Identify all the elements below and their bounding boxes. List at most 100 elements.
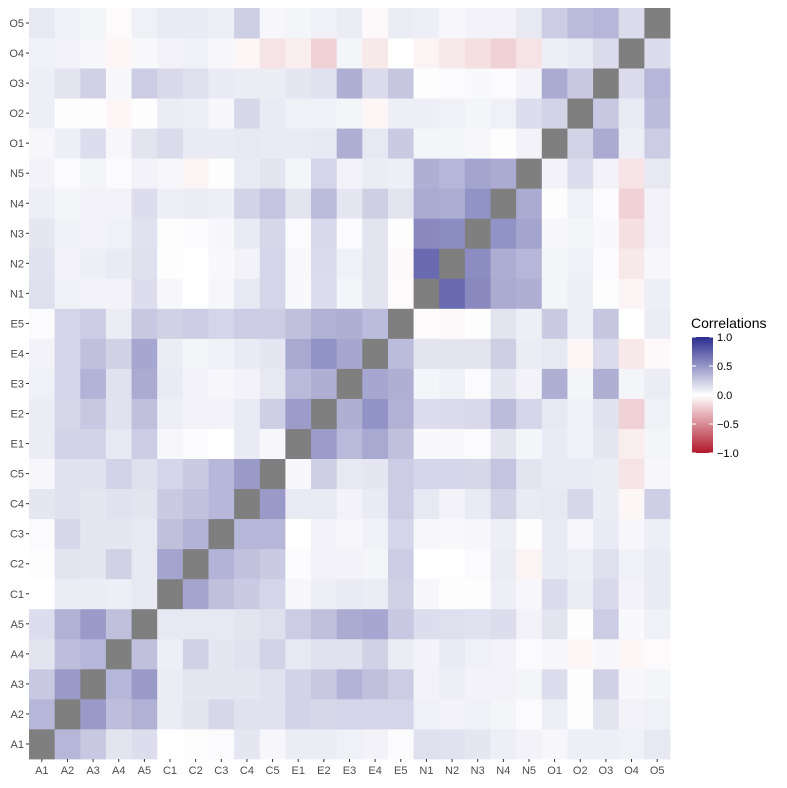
heatmap-cell-A3-C5 bbox=[259, 668, 286, 700]
heatmap-cell-E3-E5 bbox=[387, 368, 414, 399]
y-tick-label-O1: O1 bbox=[9, 138, 24, 150]
y-tick-label-E1: E1 bbox=[11, 439, 24, 451]
heatmap-cell-O5-E1 bbox=[285, 8, 312, 39]
heatmap-cell-N4-A1 bbox=[29, 188, 56, 219]
heatmap-cell-C4-C4 bbox=[234, 488, 261, 520]
heatmap-cell-A2-C5 bbox=[259, 698, 286, 730]
heatmap-cell-O2-N2 bbox=[439, 98, 466, 129]
heatmap-cell-O2-O3 bbox=[593, 98, 620, 129]
heatmap-cell-C5-O5 bbox=[644, 458, 671, 490]
heatmap-cell-E1-O5 bbox=[644, 428, 671, 459]
heatmap-cell-E5-C2 bbox=[182, 308, 209, 339]
heatmap-cell-N1-E2 bbox=[311, 278, 338, 309]
heatmap-cell-E4-A1 bbox=[29, 338, 56, 369]
heatmap-cell-E3-N2 bbox=[439, 368, 466, 399]
heatmap-cell-C1-N1 bbox=[413, 578, 440, 610]
heatmap-cell-N3-N4 bbox=[490, 218, 517, 249]
heatmap-cell-O5-A4 bbox=[105, 8, 132, 39]
heatmap-cell-C5-O1 bbox=[541, 458, 568, 490]
heatmap-cell-O5-A2 bbox=[54, 8, 81, 39]
heatmap-cell-O5-C1 bbox=[157, 8, 184, 39]
heatmap-cell-O2-C4 bbox=[234, 98, 261, 129]
heatmap-cell-C2-A2 bbox=[54, 548, 81, 580]
heatmap-cell-C1-E4 bbox=[362, 578, 389, 610]
heatmap-cell-A5-E4 bbox=[362, 608, 389, 640]
x-tick-label-A5: A5 bbox=[138, 765, 151, 777]
heatmap-cell-N4-C4 bbox=[234, 188, 261, 219]
heatmap-cell-A2-N2 bbox=[439, 698, 466, 730]
heatmap-cell-A4-E3 bbox=[336, 638, 363, 670]
heatmap-cell-O3-A5 bbox=[131, 68, 158, 99]
heatmap-cell-E1-E1 bbox=[285, 428, 312, 459]
heatmap-cell-N2-O5 bbox=[644, 248, 671, 279]
heatmap-cell-C3-E5 bbox=[387, 518, 414, 550]
heatmap-cell-E5-O1 bbox=[541, 308, 568, 339]
heatmap-cell-E4-O4 bbox=[618, 338, 645, 369]
heatmap-cell-O3-N4 bbox=[490, 68, 517, 99]
heatmap-cell-A2-N5 bbox=[516, 698, 543, 730]
heatmap-cell-A4-A5 bbox=[131, 638, 158, 670]
x-tick-label-E1: E1 bbox=[291, 765, 304, 777]
heatmap-cell-O2-A1 bbox=[29, 98, 56, 129]
heatmap-cell-E2-E1 bbox=[285, 398, 312, 429]
y-tick-label-C5: C5 bbox=[10, 469, 24, 481]
heatmap-cell-E2-O1 bbox=[541, 398, 568, 429]
heatmap-cell-C2-C2 bbox=[182, 548, 209, 580]
heatmap-cell-N4-A2 bbox=[54, 188, 81, 219]
x-tick-label-N5: N5 bbox=[522, 765, 536, 777]
heatmap-cell-N3-O3 bbox=[593, 218, 620, 249]
heatmap-cell-C2-N2 bbox=[439, 548, 466, 580]
legend-tick-label: −1.0 bbox=[717, 448, 739, 460]
heatmap-cell-A3-A4 bbox=[105, 668, 132, 700]
heatmap-cell-C3-O3 bbox=[593, 518, 620, 550]
heatmap-cell-E5-E4 bbox=[362, 308, 389, 339]
heatmap-cells bbox=[29, 8, 671, 760]
y-tick-label-A2: A2 bbox=[11, 709, 24, 721]
heatmap-cell-C4-C1 bbox=[157, 488, 184, 520]
heatmap-cell-O5-A1 bbox=[29, 8, 56, 39]
heatmap-cell-O5-O1 bbox=[541, 8, 568, 39]
heatmap-cell-E4-A5 bbox=[131, 338, 158, 369]
heatmap-cell-E3-C1 bbox=[157, 368, 184, 399]
heatmap-cell-N2-O4 bbox=[618, 248, 645, 279]
heatmap-cell-C2-C1 bbox=[157, 548, 184, 580]
heatmap-cell-C2-E5 bbox=[387, 548, 414, 580]
heatmap-cell-A4-N5 bbox=[516, 638, 543, 670]
heatmap-cell-C2-A5 bbox=[131, 548, 158, 580]
heatmap-cell-N4-A5 bbox=[131, 188, 158, 219]
legend-title: Correlations bbox=[691, 315, 766, 331]
heatmap-cell-C4-O2 bbox=[567, 488, 594, 520]
heatmap-cell-O2-A4 bbox=[105, 98, 132, 129]
heatmap-cell-A2-E1 bbox=[285, 698, 312, 730]
heatmap-cell-C1-C4 bbox=[234, 578, 261, 610]
x-tick-label-N2: N2 bbox=[445, 765, 459, 777]
heatmap-cell-C5-O3 bbox=[593, 458, 620, 490]
x-tick-label-C5: C5 bbox=[266, 765, 280, 777]
heatmap-cell-N1-N2 bbox=[439, 278, 466, 309]
heatmap-cell-N4-E3 bbox=[336, 188, 363, 219]
heatmap-cell-A3-O1 bbox=[541, 668, 568, 700]
heatmap-cell-C3-C4 bbox=[234, 518, 261, 550]
heatmap-cell-O3-C5 bbox=[259, 68, 286, 99]
heatmap-cell-A3-A2 bbox=[54, 668, 81, 700]
heatmap-cell-A5-O2 bbox=[567, 608, 594, 640]
heatmap-cell-O3-E1 bbox=[285, 68, 312, 99]
heatmap-cell-N4-E1 bbox=[285, 188, 312, 219]
heatmap-cell-E3-C2 bbox=[182, 368, 209, 399]
heatmap-cell-E4-E3 bbox=[336, 338, 363, 369]
heatmap-cell-C5-E2 bbox=[311, 458, 338, 490]
heatmap-cell-C3-N3 bbox=[464, 518, 491, 550]
heatmap-cell-O4-C4 bbox=[234, 38, 261, 69]
heatmap-cell-N5-A3 bbox=[80, 158, 107, 189]
heatmap-cell-N1-C3 bbox=[208, 278, 235, 309]
heatmap-cell-C1-N2 bbox=[439, 578, 466, 610]
heatmap-cell-A3-N5 bbox=[516, 668, 543, 700]
heatmap-cell-C4-A4 bbox=[105, 488, 132, 520]
heatmap-cell-N2-C3 bbox=[208, 248, 235, 279]
y-tick-label-E4: E4 bbox=[11, 348, 24, 360]
heatmap-cell-A5-N4 bbox=[490, 608, 517, 640]
heatmap-cell-A2-A4 bbox=[105, 698, 132, 730]
y-tick-label-A4: A4 bbox=[11, 649, 24, 661]
heatmap-cell-O2-E4 bbox=[362, 98, 389, 129]
